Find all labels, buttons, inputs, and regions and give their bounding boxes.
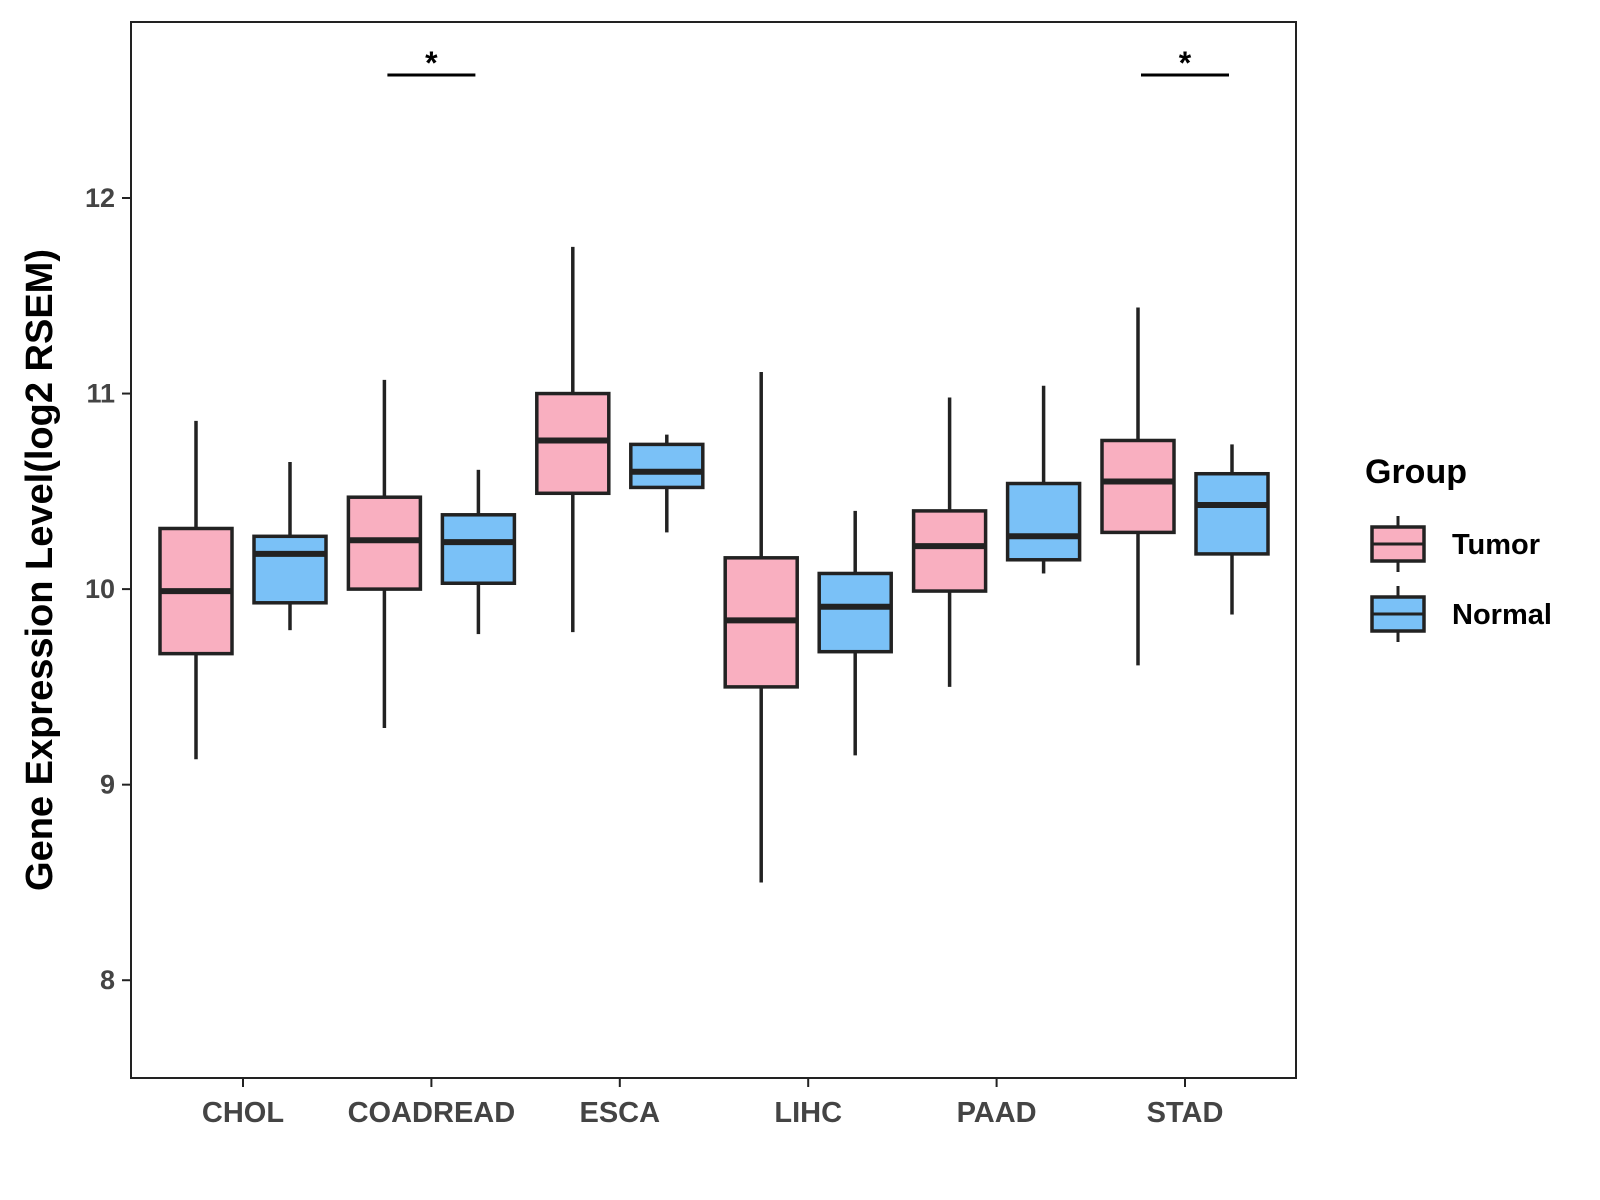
box-body: [629, 442, 705, 490]
x-tick-label: LIHC: [774, 1097, 842, 1129]
box-normal-coadread: [440, 469, 517, 635]
x-tick-label: STAD: [1147, 1097, 1224, 1129]
legend-label-normal: Normal: [1452, 599, 1552, 631]
box-body: [1194, 471, 1270, 556]
y-tick-label: 9: [100, 770, 115, 800]
box-normal-esca: [629, 434, 705, 533]
legend: Group Tumor Normal: [1365, 453, 1552, 642]
box-tumor-stad: [1100, 307, 1176, 666]
significance-stad: *: [1141, 45, 1229, 81]
x-tick-label: CHOL: [202, 1097, 284, 1129]
y-axis-title: Gene Expression Level(log2 RSEM): [19, 249, 61, 891]
box-tumor-esca: [535, 246, 611, 633]
x-tick-label: ESCA: [580, 1097, 661, 1129]
box-normal-chol: [252, 462, 328, 631]
y-tick-label: 10: [85, 574, 115, 604]
box-body: [1100, 438, 1176, 535]
y-tick-label: 12: [85, 183, 115, 213]
box-body: [911, 509, 988, 593]
y-tick-label: 11: [86, 379, 115, 409]
box-tumor-lihc: [723, 372, 799, 883]
legend-title: Group: [1365, 453, 1467, 491]
box-body: [817, 571, 893, 654]
significance-coadread: *: [387, 45, 476, 81]
x-axis: CHOL COADREAD ESCA LIHC PAAD STAD: [202, 1078, 1223, 1129]
box-normal-paad: [1005, 385, 1082, 574]
y-tick-label: 8: [100, 965, 115, 995]
box-normal-stad: [1194, 444, 1270, 615]
box-body: [1005, 481, 1082, 562]
x-tick-label: COADREAD: [348, 1097, 516, 1129]
box-tumor-paad: [911, 397, 988, 687]
box-body: [252, 534, 328, 605]
box-tumor-coadread: [346, 379, 423, 728]
legend-key-normal: [1370, 586, 1426, 642]
x-tick-label: PAAD: [957, 1097, 1037, 1129]
y-axis: 8 9 10 11 12: [85, 183, 131, 995]
significance-star: *: [425, 45, 438, 81]
significance-star: *: [1179, 45, 1192, 81]
box-body: [440, 513, 517, 585]
legend-key-tumor: [1370, 516, 1426, 572]
plot-marks: * *: [158, 45, 1270, 883]
plot-panel-border: [130, 21, 1297, 1079]
legend-label-tumor: Tumor: [1452, 529, 1540, 561]
box-tumor-chol: [158, 420, 234, 760]
box-normal-lihc: [817, 510, 893, 756]
